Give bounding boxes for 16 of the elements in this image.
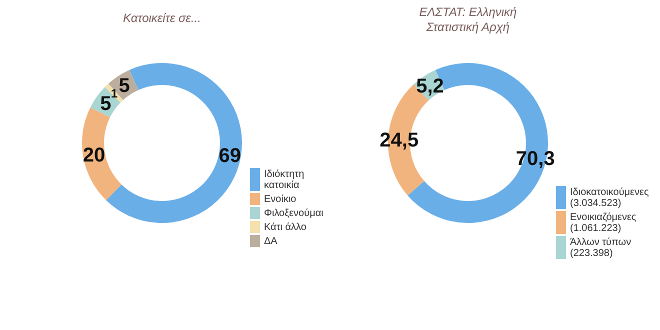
data-label: 1 bbox=[110, 86, 118, 100]
data-label: 5 bbox=[100, 93, 112, 116]
data-label: 5 bbox=[118, 75, 130, 98]
legend-label: Ιδιόκτητη κατοικία bbox=[264, 169, 304, 191]
data-label: 20 bbox=[82, 144, 106, 167]
chart-title: ΕΛΣΤΑΤ: Ελληνική Στατιστική Αρχή bbox=[419, 5, 518, 34]
legend-label: Ιδιοκατοικούμενες (3.034.523) bbox=[570, 187, 649, 209]
legend-label: Άλλων τύπων (223.398) bbox=[570, 237, 632, 259]
legend-label: Φιλοξενούμαι bbox=[264, 208, 324, 219]
data-label: 69 bbox=[218, 145, 242, 168]
legend-label: Κάτι άλλο bbox=[264, 222, 307, 233]
legend-label: Ενοίκιο bbox=[264, 194, 297, 205]
data-label: 5,2 bbox=[416, 75, 444, 98]
legend-label: ΔΑ bbox=[264, 236, 278, 247]
chart-title: Κατοικείτε σε... bbox=[123, 11, 201, 25]
legend-label: Ενοικιαζόμενες (1.061.223) bbox=[570, 212, 636, 234]
